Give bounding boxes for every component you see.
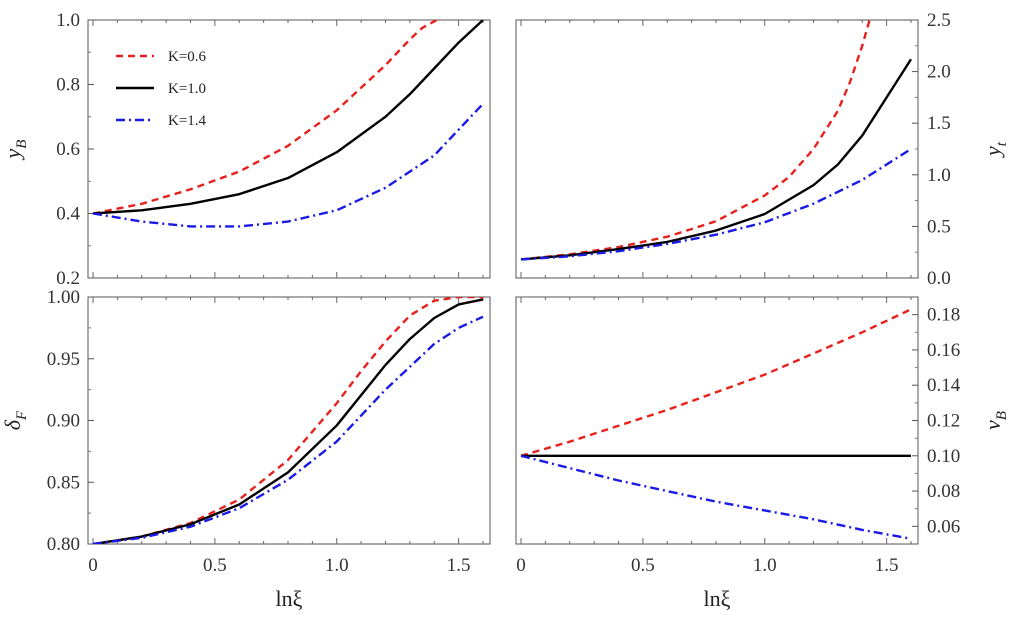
x-tick-label: 1.5 — [447, 555, 471, 576]
series-line-K0-6 — [520, 20, 871, 261]
y-tick-label: 0.2 — [56, 268, 80, 289]
series-line-K1-0 — [520, 58, 913, 261]
y-axis-label: yt — [980, 141, 1010, 158]
panel-top-left-yB: 0.2 0.4 0.6 0.8 1.0 yB K=0.6 K=1.0 K=1.4 — [0, 10, 491, 289]
x-tick-label: 1.0 — [753, 555, 777, 576]
y-tick-label: 0.08 — [927, 481, 960, 502]
y-tick-label: 1.0 — [927, 165, 951, 186]
y-tick-label: 0.18 — [927, 305, 960, 326]
y-tick-label: 0.14 — [927, 375, 961, 396]
y-tick-label: 0.06 — [927, 516, 960, 537]
y-axis-label: δF — [0, 410, 30, 430]
y-tick-label: 0.90 — [47, 411, 80, 432]
y-tick-label: 2.5 — [927, 10, 951, 31]
y-tick-label: 1.5 — [927, 113, 951, 134]
series-line-K0-6 — [92, 297, 483, 544]
y-tick-label: 0.12 — [927, 411, 960, 432]
x-axis-label: lnξ — [704, 586, 731, 611]
y-tick-label: 2.0 — [927, 62, 951, 83]
y-tick-label: 0.80 — [47, 534, 80, 555]
x-tick-label: 0 — [88, 555, 98, 576]
y-tick-label: 0.6 — [56, 139, 80, 160]
x-tick-label: 1.0 — [325, 555, 349, 576]
y-tick-label: 0.16 — [927, 340, 960, 361]
plot-frame — [87, 296, 491, 545]
panel-bottom-right-vB: 0.06 0.08 0.10 0.12 0.14 0.16 0.18 0 0.5 1.0 1.5 ln… — [515, 296, 1010, 611]
x-tick-label: 0.5 — [631, 555, 655, 576]
series-line-K1-0 — [92, 20, 484, 215]
y-tick-label: 0.85 — [47, 472, 80, 493]
legend-label: K=1.0 — [168, 81, 206, 97]
y-tick-label: 0.10 — [927, 446, 960, 467]
y-tick-label: 0.5 — [927, 216, 951, 237]
panel-bottom-left-deltaF: 0.80 0.85 0.90 0.95 1.00 0 0.5 1.0 1.5 lnξ δF — [0, 287, 491, 611]
legend-label: K=1.4 — [168, 113, 207, 129]
legend-label: K=0.6 — [168, 49, 207, 65]
y-tick-label: 0.4 — [56, 204, 80, 225]
plot-frame — [515, 296, 919, 545]
y-tick-label: 1.0 — [56, 10, 80, 31]
y-tick-label: 0.8 — [56, 75, 80, 96]
y-tick-label: 0.0 — [927, 268, 951, 289]
series-line-K0-6 — [520, 308, 912, 457]
series-line-K1-4 — [520, 147, 912, 261]
series-line-K0-6 — [92, 20, 438, 215]
y-axis-label: yB — [0, 140, 30, 161]
x-axis-label: lnξ — [276, 586, 303, 611]
panel-top-right-yt: 0.0 0.5 1.0 1.5 2.0 2.5 yt — [515, 10, 1010, 289]
series-line-K1-4 — [92, 315, 484, 544]
x-tick-label: 0.5 — [203, 555, 227, 576]
y-axis-label: vB — [980, 411, 1010, 430]
y-tick-label: 0.95 — [47, 349, 80, 370]
x-tick-label: 1.5 — [875, 555, 899, 576]
plot-frame — [87, 19, 491, 279]
series-line-K1-0 — [92, 298, 484, 544]
series-line-K1-4 — [520, 454, 912, 540]
x-tick-label: 0 — [516, 555, 526, 576]
series-line-K1-4 — [92, 103, 484, 228]
y-tick-label: 1.00 — [47, 287, 80, 308]
